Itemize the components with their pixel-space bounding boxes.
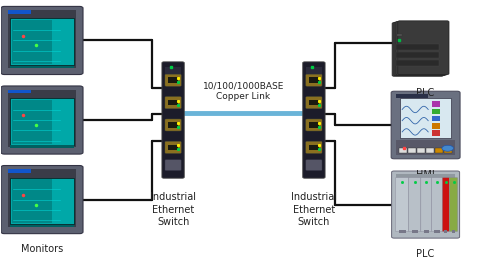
- Bar: [10, 18, 74, 65]
- Bar: [432, 123, 440, 129]
- Circle shape: [442, 145, 453, 151]
- Bar: [10, 225, 74, 228]
- FancyBboxPatch shape: [8, 169, 75, 227]
- Bar: [12, 20, 52, 64]
- FancyBboxPatch shape: [306, 119, 322, 131]
- FancyBboxPatch shape: [162, 62, 184, 178]
- Text: PLC: PLC: [416, 249, 435, 259]
- Bar: [169, 122, 178, 128]
- Bar: [432, 109, 440, 114]
- FancyBboxPatch shape: [392, 171, 460, 238]
- Bar: [8, 169, 31, 173]
- Bar: [10, 145, 74, 148]
- Bar: [432, 116, 440, 121]
- Bar: [309, 77, 318, 83]
- Bar: [397, 34, 402, 36]
- FancyBboxPatch shape: [395, 178, 409, 232]
- Bar: [400, 98, 451, 138]
- FancyBboxPatch shape: [306, 141, 322, 153]
- Bar: [399, 148, 407, 153]
- Bar: [432, 101, 440, 107]
- Bar: [8, 10, 31, 14]
- Bar: [424, 230, 429, 233]
- Text: Industrial
Ethernet
Switch: Industrial Ethernet Switch: [150, 192, 196, 227]
- FancyBboxPatch shape: [8, 90, 75, 147]
- Text: Monitors: Monitors: [21, 244, 63, 254]
- FancyBboxPatch shape: [306, 67, 322, 75]
- FancyBboxPatch shape: [306, 97, 322, 109]
- FancyBboxPatch shape: [1, 86, 83, 154]
- Bar: [309, 122, 318, 128]
- FancyBboxPatch shape: [8, 10, 75, 68]
- Bar: [426, 148, 434, 153]
- Bar: [169, 100, 178, 106]
- Bar: [445, 230, 448, 233]
- Bar: [12, 179, 52, 224]
- Bar: [309, 100, 318, 106]
- FancyBboxPatch shape: [450, 178, 458, 232]
- Bar: [451, 230, 455, 233]
- FancyBboxPatch shape: [1, 6, 83, 75]
- FancyBboxPatch shape: [396, 21, 447, 75]
- FancyBboxPatch shape: [1, 166, 83, 234]
- Bar: [396, 174, 455, 178]
- Bar: [396, 52, 439, 58]
- Bar: [396, 94, 428, 98]
- FancyBboxPatch shape: [398, 21, 449, 75]
- Bar: [399, 230, 406, 233]
- Text: Industrial
Ethernet
Switch: Industrial Ethernet Switch: [291, 192, 337, 227]
- Bar: [396, 44, 439, 50]
- FancyBboxPatch shape: [392, 23, 443, 76]
- FancyBboxPatch shape: [165, 160, 181, 171]
- Bar: [444, 148, 452, 153]
- FancyBboxPatch shape: [303, 62, 325, 178]
- Bar: [432, 130, 440, 136]
- FancyBboxPatch shape: [409, 178, 421, 232]
- FancyBboxPatch shape: [394, 22, 445, 76]
- Bar: [408, 148, 416, 153]
- Bar: [434, 230, 440, 233]
- Bar: [396, 60, 439, 66]
- Bar: [10, 178, 74, 224]
- Bar: [169, 77, 178, 83]
- Bar: [435, 148, 443, 153]
- FancyBboxPatch shape: [165, 74, 181, 86]
- Bar: [309, 145, 318, 150]
- Bar: [396, 140, 455, 155]
- FancyBboxPatch shape: [391, 91, 460, 159]
- Bar: [169, 145, 178, 150]
- Bar: [10, 66, 74, 68]
- FancyBboxPatch shape: [165, 97, 181, 109]
- Bar: [12, 100, 52, 144]
- Text: 10/100/1000BASE
Copper Link: 10/100/1000BASE Copper Link: [203, 82, 284, 101]
- FancyBboxPatch shape: [431, 178, 442, 232]
- Bar: [10, 98, 74, 145]
- Bar: [8, 90, 31, 93]
- FancyBboxPatch shape: [165, 141, 181, 153]
- Bar: [417, 148, 425, 153]
- Bar: [412, 230, 418, 233]
- FancyBboxPatch shape: [165, 67, 181, 75]
- FancyBboxPatch shape: [165, 119, 181, 131]
- Text: HMI: HMI: [416, 170, 435, 180]
- FancyBboxPatch shape: [306, 160, 322, 171]
- FancyBboxPatch shape: [306, 74, 322, 86]
- FancyBboxPatch shape: [421, 178, 431, 232]
- Text: PLC: PLC: [416, 88, 435, 98]
- FancyBboxPatch shape: [442, 178, 450, 232]
